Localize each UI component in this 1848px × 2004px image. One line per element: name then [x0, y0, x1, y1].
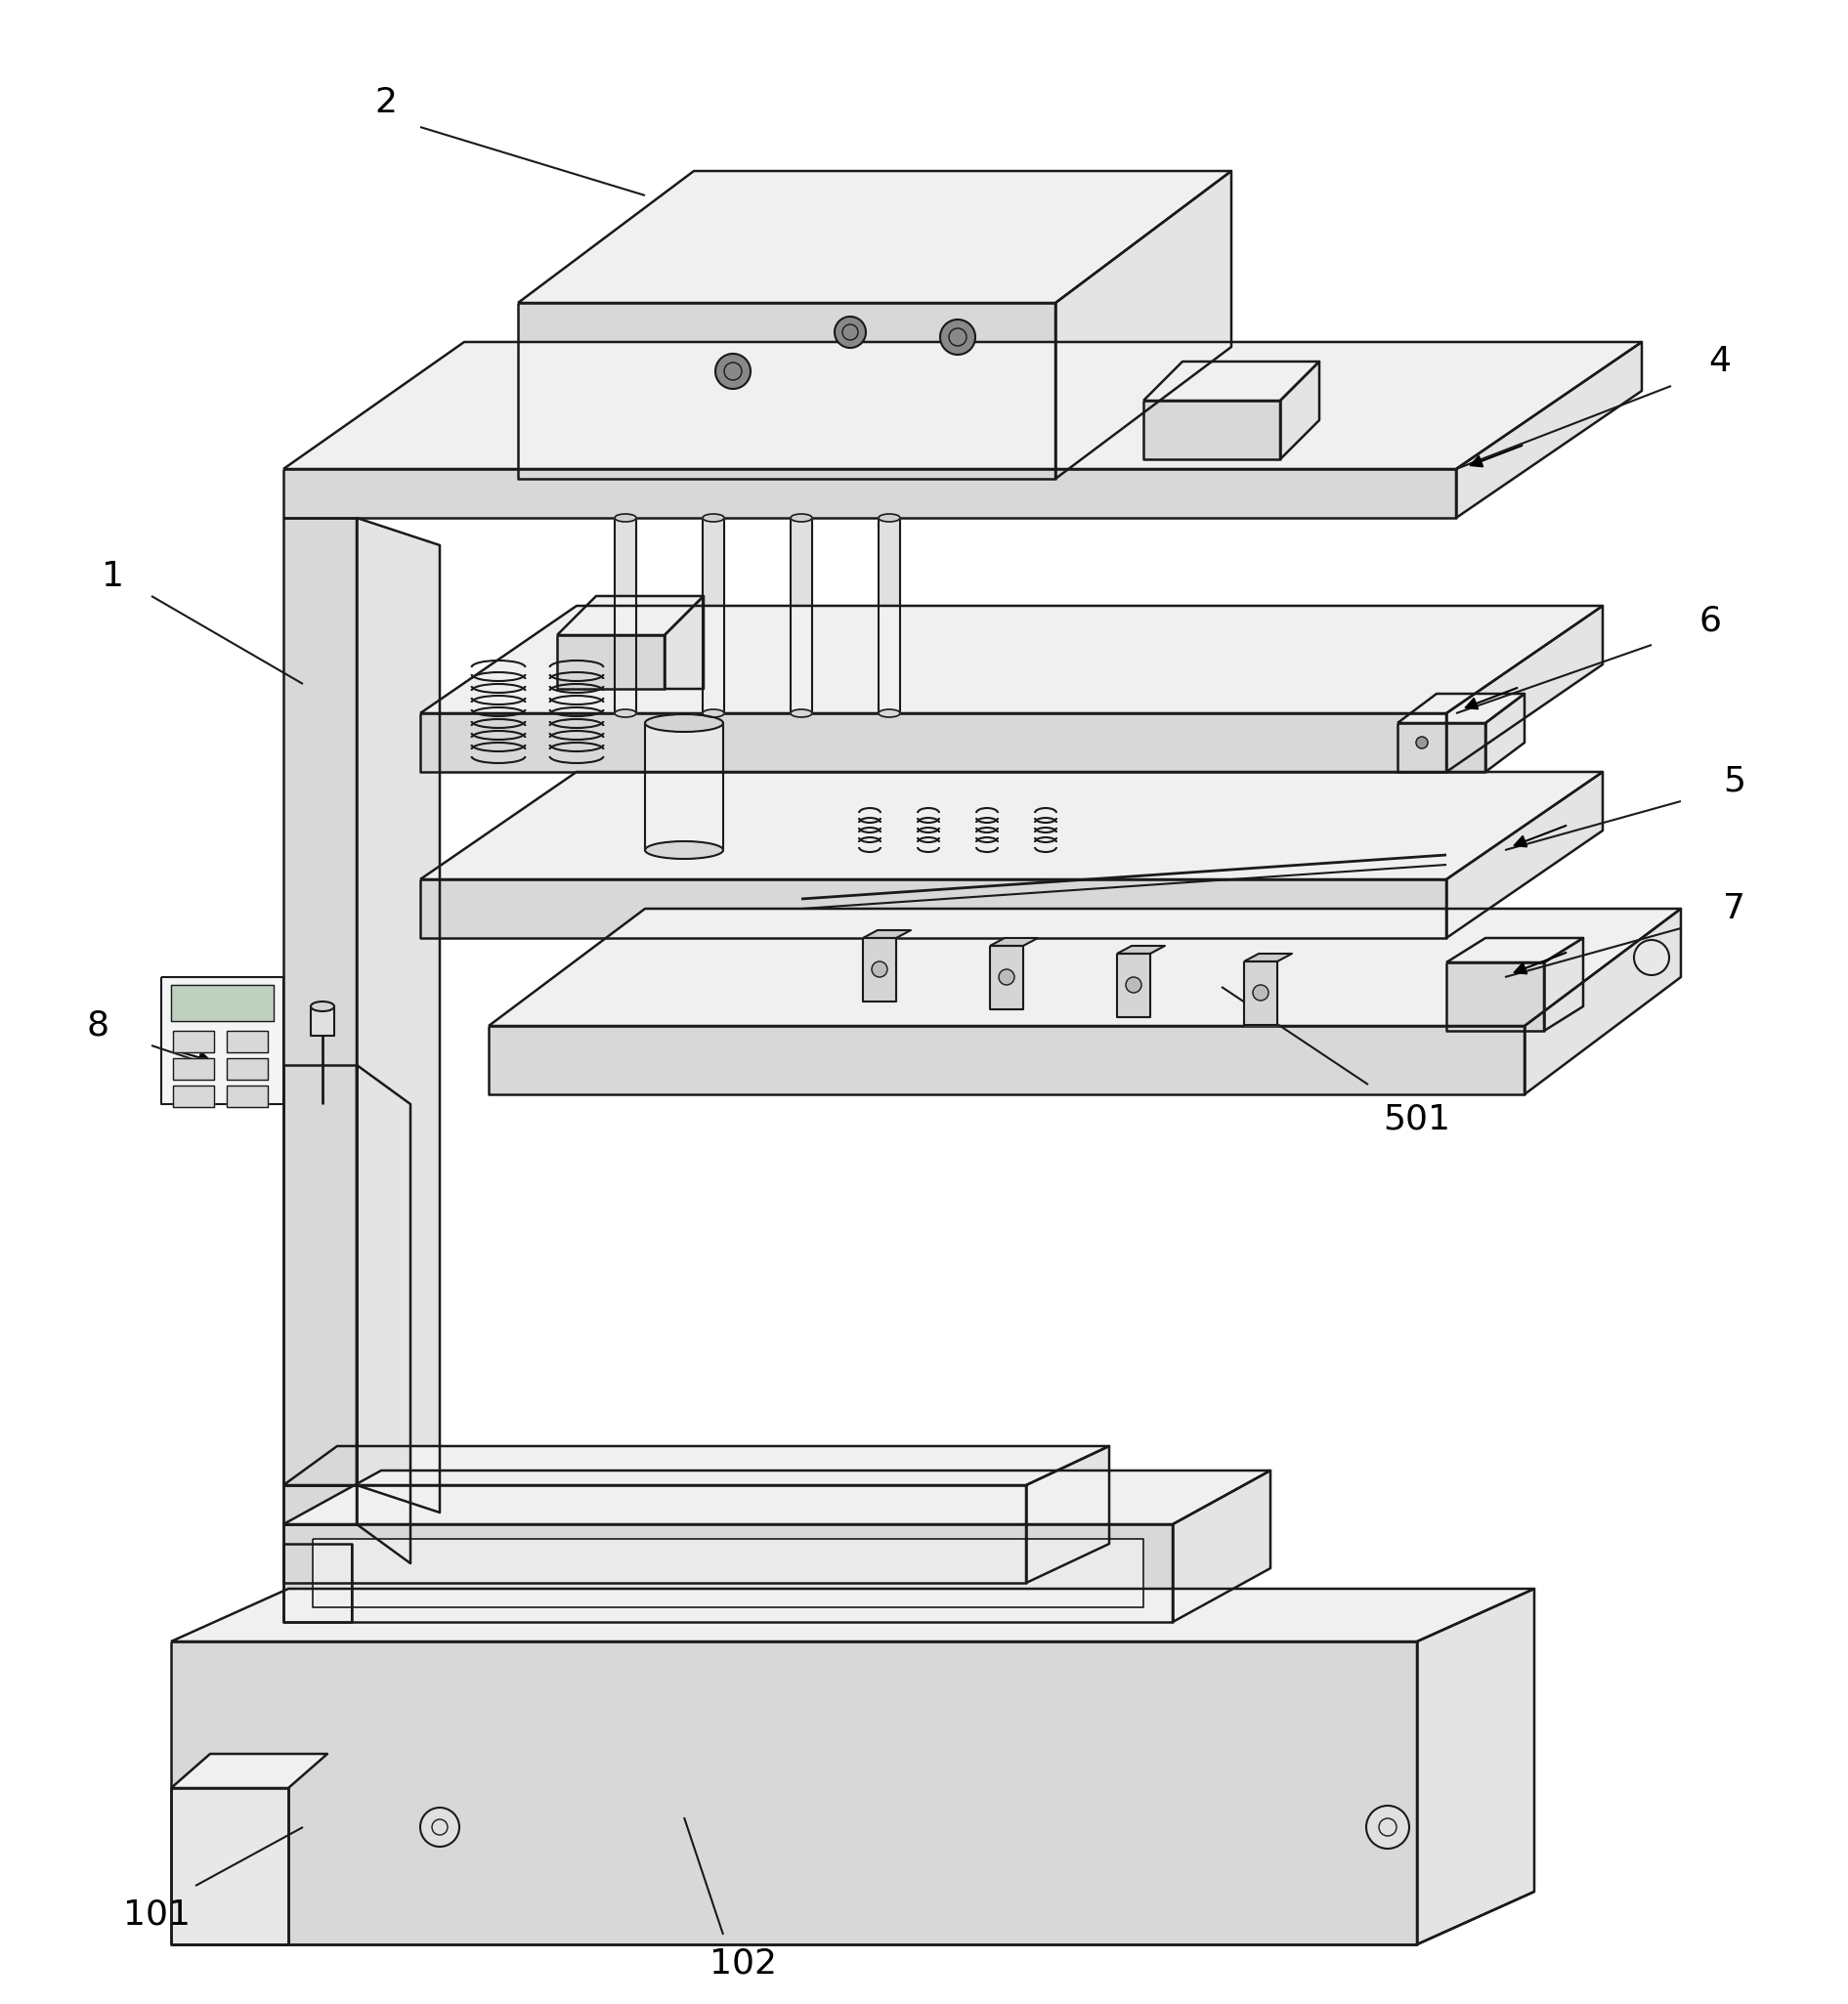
Polygon shape	[283, 1485, 1026, 1583]
Polygon shape	[172, 1788, 288, 1944]
Polygon shape	[1281, 361, 1319, 459]
Polygon shape	[172, 1754, 327, 1788]
Polygon shape	[1144, 401, 1281, 459]
Polygon shape	[1447, 772, 1602, 938]
Text: 7: 7	[1724, 892, 1746, 926]
Polygon shape	[556, 595, 704, 635]
Polygon shape	[172, 1641, 1417, 1944]
Text: 2: 2	[375, 86, 397, 118]
Polygon shape	[488, 908, 1682, 1026]
Polygon shape	[172, 984, 274, 1022]
Text: 102: 102	[710, 1948, 776, 1980]
Text: 6: 6	[1698, 603, 1722, 637]
Text: 4: 4	[1709, 345, 1732, 379]
Polygon shape	[1525, 908, 1682, 1094]
Polygon shape	[1055, 170, 1231, 479]
Polygon shape	[488, 1026, 1525, 1094]
Polygon shape	[556, 635, 665, 689]
Text: 1: 1	[102, 559, 124, 593]
Polygon shape	[419, 772, 1602, 880]
Polygon shape	[1456, 343, 1641, 517]
Polygon shape	[283, 1543, 351, 1621]
Polygon shape	[174, 1058, 214, 1080]
Polygon shape	[174, 1030, 214, 1052]
Polygon shape	[1447, 938, 1584, 962]
Polygon shape	[283, 1525, 1173, 1621]
Polygon shape	[1116, 954, 1149, 1018]
Circle shape	[1634, 940, 1669, 976]
Polygon shape	[1447, 962, 1545, 1030]
Polygon shape	[227, 1058, 268, 1080]
Text: 5: 5	[1724, 766, 1746, 798]
Circle shape	[872, 962, 887, 978]
Polygon shape	[1244, 962, 1277, 1024]
Polygon shape	[1397, 693, 1525, 723]
Circle shape	[998, 970, 1015, 984]
Polygon shape	[863, 930, 911, 938]
Ellipse shape	[310, 1002, 334, 1012]
Polygon shape	[791, 517, 811, 713]
Polygon shape	[357, 1064, 410, 1563]
Ellipse shape	[791, 513, 811, 521]
Polygon shape	[517, 303, 1055, 479]
Text: 101: 101	[122, 1898, 190, 1932]
Polygon shape	[419, 605, 1602, 713]
Polygon shape	[1026, 1447, 1109, 1583]
Polygon shape	[1447, 605, 1602, 772]
Ellipse shape	[615, 513, 636, 521]
Polygon shape	[283, 517, 357, 1485]
Ellipse shape	[878, 709, 900, 717]
Polygon shape	[1397, 723, 1486, 772]
Polygon shape	[283, 343, 1641, 469]
Polygon shape	[1417, 1589, 1534, 1944]
Polygon shape	[1545, 938, 1584, 1030]
Circle shape	[835, 317, 867, 349]
Polygon shape	[1173, 1471, 1270, 1621]
Circle shape	[715, 353, 750, 389]
Polygon shape	[991, 938, 1039, 946]
Polygon shape	[1144, 361, 1319, 401]
Polygon shape	[357, 517, 440, 1513]
Ellipse shape	[791, 709, 811, 717]
Ellipse shape	[615, 709, 636, 717]
Polygon shape	[312, 1539, 1144, 1607]
Text: 8: 8	[87, 1010, 109, 1042]
Ellipse shape	[645, 713, 723, 731]
Polygon shape	[227, 1086, 268, 1106]
Polygon shape	[419, 713, 1447, 772]
Polygon shape	[172, 1589, 1534, 1641]
Polygon shape	[283, 1471, 1270, 1525]
Circle shape	[941, 319, 976, 355]
Polygon shape	[702, 517, 724, 713]
Polygon shape	[1486, 693, 1525, 772]
Polygon shape	[615, 517, 636, 713]
Text: 501: 501	[1384, 1102, 1451, 1136]
Polygon shape	[878, 517, 900, 713]
Polygon shape	[1244, 954, 1292, 962]
Polygon shape	[645, 723, 723, 850]
Ellipse shape	[645, 842, 723, 860]
Polygon shape	[283, 1064, 357, 1525]
Ellipse shape	[702, 709, 724, 717]
Circle shape	[1125, 978, 1142, 992]
Polygon shape	[517, 170, 1231, 303]
Polygon shape	[227, 1030, 268, 1052]
Polygon shape	[1116, 946, 1164, 954]
Polygon shape	[161, 978, 283, 1104]
Ellipse shape	[878, 513, 900, 521]
Circle shape	[1253, 984, 1268, 1000]
Circle shape	[1416, 737, 1429, 747]
Polygon shape	[419, 880, 1447, 938]
Polygon shape	[283, 1447, 1109, 1485]
Polygon shape	[174, 1086, 214, 1106]
Polygon shape	[283, 469, 1456, 517]
Polygon shape	[310, 1006, 334, 1036]
Circle shape	[419, 1808, 460, 1848]
Ellipse shape	[702, 513, 724, 521]
Circle shape	[1366, 1806, 1410, 1848]
Polygon shape	[863, 938, 896, 1002]
Polygon shape	[991, 946, 1024, 1010]
Polygon shape	[665, 595, 704, 689]
